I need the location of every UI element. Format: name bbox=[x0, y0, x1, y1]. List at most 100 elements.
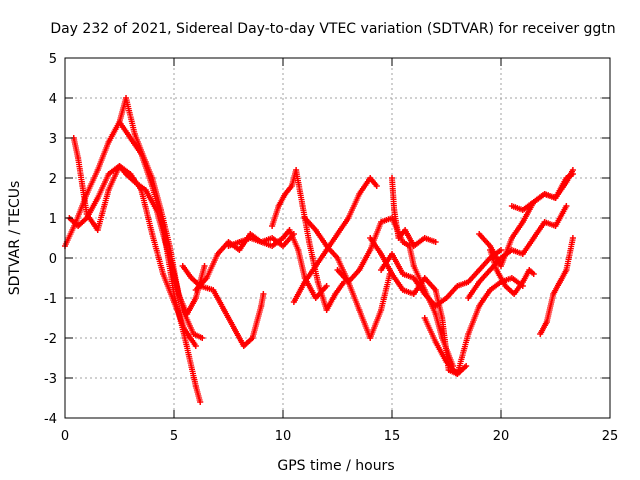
series-sat-f bbox=[192, 231, 297, 293]
data-point bbox=[334, 255, 341, 261]
data-point bbox=[421, 291, 428, 297]
data-point bbox=[105, 171, 112, 177]
data-point bbox=[83, 211, 90, 217]
data-point bbox=[131, 131, 138, 137]
data-point bbox=[432, 287, 439, 293]
data-point bbox=[323, 243, 330, 249]
data-point bbox=[312, 227, 319, 233]
data-point bbox=[247, 235, 254, 241]
data-point bbox=[275, 203, 282, 209]
y-tick-label: 0 bbox=[49, 252, 57, 267]
data-point bbox=[160, 271, 167, 277]
data-point bbox=[356, 191, 363, 197]
data-point bbox=[519, 207, 526, 213]
data-point bbox=[192, 343, 199, 349]
data-point bbox=[157, 207, 164, 213]
series-sat-t bbox=[537, 235, 576, 337]
data-point bbox=[421, 315, 428, 321]
series-sat-h bbox=[269, 167, 348, 313]
data-point bbox=[537, 331, 544, 337]
marker-trace bbox=[62, 119, 204, 405]
y-tick-label: -3 bbox=[44, 372, 57, 387]
data-point bbox=[356, 267, 363, 273]
data-point bbox=[508, 203, 515, 209]
y-tick-label: 3 bbox=[49, 132, 57, 147]
data-point bbox=[463, 363, 470, 369]
data-point bbox=[214, 251, 221, 257]
y-tick-label: 2 bbox=[49, 172, 57, 187]
data-point bbox=[476, 303, 483, 309]
x-tick-label: 20 bbox=[493, 429, 510, 444]
data-point bbox=[367, 247, 374, 253]
data-point bbox=[432, 303, 439, 309]
data-point bbox=[258, 239, 265, 245]
data-point bbox=[399, 271, 406, 277]
series-sat-o bbox=[421, 275, 526, 377]
data-point bbox=[190, 331, 197, 337]
data-point bbox=[519, 251, 526, 257]
data-point bbox=[192, 287, 199, 293]
data-point bbox=[543, 319, 550, 325]
data-point bbox=[476, 231, 483, 237]
data-point bbox=[395, 235, 402, 241]
data-point bbox=[367, 335, 374, 341]
data-point bbox=[181, 335, 188, 341]
data-point bbox=[511, 291, 518, 297]
data-point bbox=[127, 171, 134, 177]
data-point bbox=[138, 187, 145, 193]
data-point bbox=[75, 223, 82, 229]
series-sat-e bbox=[179, 263, 267, 349]
data-point bbox=[236, 247, 243, 253]
data-point bbox=[225, 243, 232, 249]
data-point bbox=[402, 227, 409, 233]
data-point bbox=[465, 331, 472, 337]
data-point bbox=[432, 311, 439, 317]
data-point bbox=[280, 235, 286, 241]
data-point bbox=[201, 263, 208, 269]
data-point bbox=[487, 287, 494, 293]
data-point bbox=[288, 183, 295, 189]
data-point bbox=[166, 243, 173, 249]
data-point bbox=[465, 279, 472, 285]
data-point bbox=[312, 263, 319, 269]
data-point bbox=[323, 307, 330, 313]
data-point bbox=[290, 299, 297, 305]
data-point bbox=[378, 267, 385, 273]
y-tick-label: -2 bbox=[44, 332, 57, 347]
data-point bbox=[541, 219, 548, 225]
data-point bbox=[552, 223, 559, 229]
data-point bbox=[345, 279, 352, 285]
data-point bbox=[432, 239, 439, 245]
data-point bbox=[498, 263, 504, 269]
data-point bbox=[181, 327, 188, 333]
data-point bbox=[541, 191, 548, 197]
data-point bbox=[367, 235, 374, 241]
marker-trace bbox=[290, 175, 380, 305]
plot-frame bbox=[64, 57, 611, 419]
data-point bbox=[127, 135, 134, 141]
data-point bbox=[175, 291, 182, 297]
data-point bbox=[569, 171, 576, 177]
chart-title: Day 232 of 2021, Sidereal Day-to-day VTE… bbox=[50, 21, 615, 37]
data-point bbox=[293, 167, 300, 173]
data-point bbox=[149, 175, 156, 181]
data-point bbox=[399, 239, 406, 245]
data-point bbox=[188, 275, 195, 281]
data-point bbox=[389, 251, 395, 257]
data-point bbox=[269, 243, 276, 249]
y-axis-title: SDTVAR / TECUs bbox=[7, 181, 23, 296]
data-point bbox=[530, 199, 537, 205]
data-point bbox=[498, 247, 504, 253]
data-point bbox=[476, 279, 483, 285]
data-point bbox=[508, 235, 515, 241]
data-series bbox=[62, 95, 576, 405]
series-sat-a bbox=[62, 119, 204, 405]
series-sat-i bbox=[290, 175, 380, 305]
data-point bbox=[282, 191, 289, 197]
data-point bbox=[312, 295, 319, 301]
data-point bbox=[519, 279, 526, 285]
data-point bbox=[301, 215, 308, 221]
x-tick-label: 25 bbox=[602, 429, 619, 444]
data-point bbox=[410, 275, 417, 281]
